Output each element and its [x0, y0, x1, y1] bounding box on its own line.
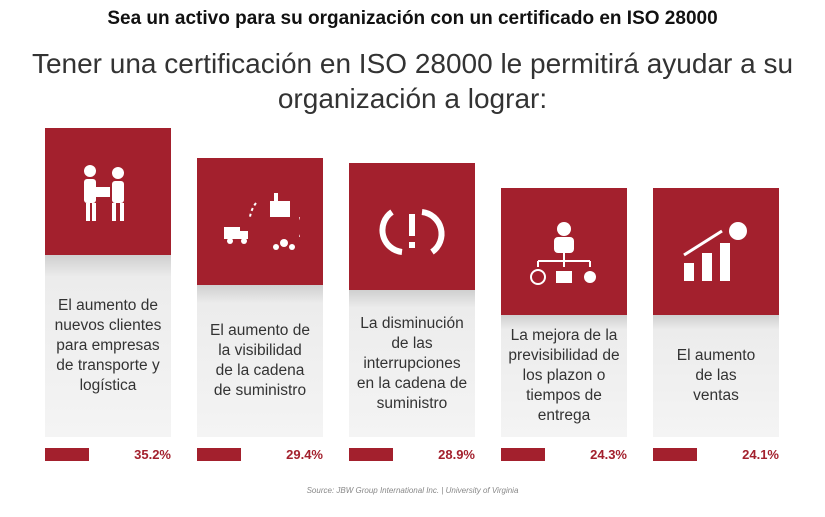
label-line: en la cadena de — [356, 374, 468, 392]
label-line: para empresas — [56, 337, 160, 354]
label-line: previsibilidad de — [508, 347, 620, 364]
label-line: El aumento de — [210, 322, 310, 339]
value-footer: 29.4% — [197, 447, 323, 462]
label-line: de la cadena — [215, 362, 305, 379]
icon-panel — [653, 188, 779, 315]
label-line: de suministro — [213, 382, 307, 399]
label-line: los plazon o — [522, 367, 606, 384]
value: 35.2% — [134, 447, 171, 462]
label-line: de las — [695, 367, 737, 384]
subtitle: organización a lograr: — [277, 83, 548, 114]
label-line: de las — [391, 334, 433, 352]
label-line: nuevos clientes — [54, 317, 162, 334]
icon — [683, 221, 747, 281]
footer-bar — [349, 448, 393, 461]
title: Sea un activo para su organización con u… — [107, 8, 718, 29]
label-panel: El aumento de la visibilidad de la cadena d… — [197, 285, 323, 437]
label-line: La disminución — [360, 314, 464, 332]
card: La mejora de la previsibilidad de los plaz… — [501, 188, 627, 437]
card: La disminución de las interrupciones en la … — [349, 163, 475, 437]
icon — [379, 208, 445, 255]
label-line: ventas — [693, 387, 739, 404]
value: 24.1% — [742, 447, 779, 462]
label-line: logística — [79, 377, 137, 394]
label-line: de transporte y — [56, 357, 160, 374]
icon — [84, 164, 124, 221]
footer-bar — [197, 448, 241, 461]
icon-panel — [197, 158, 323, 285]
source: Source: JBW Group International Inc. | U… — [306, 486, 519, 495]
value: 28.9% — [438, 447, 475, 462]
label-line: El aumento — [676, 347, 756, 364]
icon-panel — [349, 163, 475, 290]
subtitle: Tener una certificación en ISO 28000 le … — [31, 48, 794, 79]
card: El aumento de las ventas — [653, 188, 779, 437]
label-line: tiempos de — [526, 387, 602, 404]
icon — [224, 192, 300, 250]
label-line: interrupciones — [363, 354, 461, 372]
value-footer: 24.3% — [501, 447, 627, 462]
label-panel: El aumento de las ventas — [653, 315, 779, 437]
label-line: entrega — [537, 407, 591, 424]
label-line: La mejora de la — [510, 327, 618, 344]
label-line: El aumento de — [58, 297, 158, 314]
label-panel: El aumento de nuevos clientes para empresa… — [45, 255, 171, 437]
label-panel: La disminución de las interrupciones en la … — [349, 290, 475, 437]
value-footer: 28.9% — [349, 447, 475, 462]
value-footer: 24.1% — [653, 447, 779, 462]
label-line: la visibilidad — [218, 342, 302, 359]
icon-panel — [45, 128, 171, 255]
card: El aumento de la visibilidad de la cadena d… — [197, 158, 323, 437]
card: El aumento de nuevos clientes para empresa… — [45, 128, 171, 437]
value: 24.3% — [590, 447, 627, 462]
icon-panel — [501, 188, 627, 315]
footer-bar — [501, 448, 545, 461]
footer-bar — [653, 448, 697, 461]
footer-bar — [45, 448, 89, 461]
value-footer: 35.2% — [45, 447, 171, 462]
label-panel: La mejora de la previsibilidad de los plaz… — [501, 315, 627, 437]
label-line: suministro — [376, 394, 448, 412]
value: 29.4% — [286, 447, 323, 462]
icon — [530, 221, 596, 285]
